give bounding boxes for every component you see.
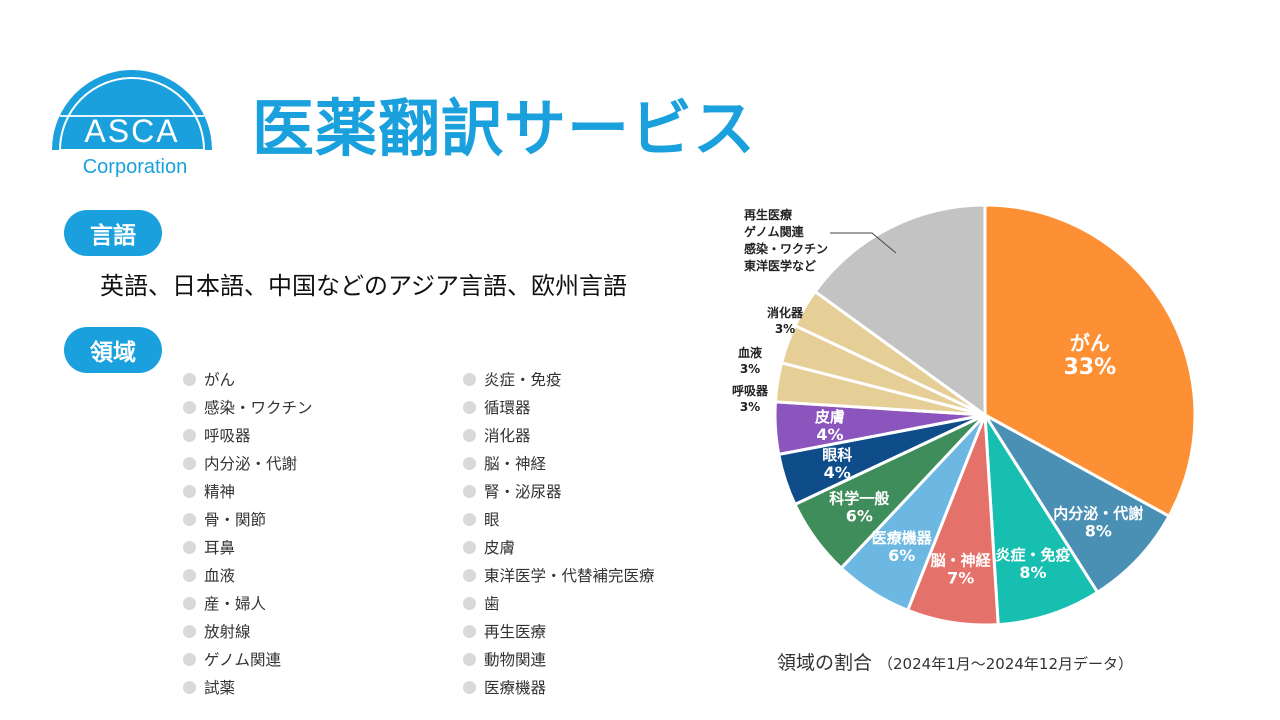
list-item: 東洋医学・代替補完医療 (463, 561, 655, 589)
list-item: がん (183, 365, 313, 393)
pie-slice-炎症・免疫 (983, 414, 1100, 627)
list-item: 試薬 (183, 673, 313, 701)
pie-slice-がん (983, 203, 1197, 519)
bullet-icon (183, 428, 196, 442)
slice-value-がん: 33% (1064, 355, 1117, 380)
slice-label-内分泌・代謝: 内分泌・代謝 (1053, 504, 1143, 522)
pie-chart: がん33%内分泌・代謝8%炎症・免疫8%脳・神経7%医療機器6%科学一般6%眼科… (732, 203, 1197, 627)
field-label: 領域 (64, 327, 162, 373)
list-item: 感染・ワクチン (183, 393, 313, 421)
list-item: 眼 (463, 505, 655, 533)
language-label: 言語 (64, 210, 162, 256)
list-item: 血液 (183, 561, 313, 589)
slice-label-炎症・免疫: 炎症・免疫 (996, 546, 1071, 564)
chart-caption-main: 領域の割合 (777, 652, 873, 674)
list-item: 医療機器 (463, 673, 655, 701)
logo-emblem: ASCA (52, 70, 212, 151)
bullet-icon (463, 428, 476, 442)
leader-line (830, 232, 897, 254)
slice-value-炎症・免疫: 8% (1019, 563, 1046, 582)
bullet-icon (183, 680, 196, 694)
list-item: 炎症・免疫 (463, 365, 655, 393)
slice-label-消化器: 消化器 (767, 305, 804, 320)
bullet-icon (463, 596, 476, 610)
slice-value-呼吸器: 3% (740, 400, 760, 414)
list-item: 呼吸器 (183, 421, 313, 449)
slice-label-医療機器: 医療機器 (872, 529, 933, 547)
list-item: 歯 (463, 589, 655, 617)
bullet-icon (463, 456, 476, 470)
pie-slice-内分泌・代謝 (983, 413, 1172, 595)
slice-label-other-0: 再生医療 (744, 207, 792, 222)
bullet-icon (463, 624, 476, 638)
field-list-column2: 炎症・免疫 循環器 消化器 脳・神経 腎・泌尿器 眼 皮膚 東洋医学・代替補完医… (463, 365, 655, 701)
bullet-icon (183, 652, 196, 666)
list-item: ゲノム関連 (183, 645, 313, 673)
chart-caption: 領域の割合 （2024年1月～2024年12月データ） (777, 648, 1133, 675)
slice-value-眼科: 4% (824, 463, 851, 482)
slice-label-呼吸器: 呼吸器 (732, 383, 769, 398)
bullet-icon (463, 400, 476, 414)
bullet-icon (183, 624, 196, 638)
bullet-icon (183, 512, 196, 526)
slice-value-血液: 3% (740, 362, 760, 376)
list-item: 再生医療 (463, 617, 655, 645)
slice-label-皮膚: 皮膚 (815, 408, 845, 426)
bullet-icon (463, 540, 476, 554)
pie-slice-再生医療 (813, 203, 987, 418)
list-item: 内分泌・代謝 (183, 449, 313, 477)
chart-caption-note: （2024年1月～2024年12月データ） (878, 655, 1133, 673)
list-item: 産・婦人 (183, 589, 313, 617)
slice-label-other-3: 東洋医学など (744, 258, 816, 273)
list-item: 放射線 (183, 617, 313, 645)
bullet-icon (463, 568, 476, 582)
bullet-icon (463, 372, 476, 386)
slice-value-科学一般: 6% (846, 506, 873, 525)
list-item: 循環器 (463, 393, 655, 421)
slice-label-眼科: 眼科 (822, 446, 852, 464)
bullet-icon (183, 456, 196, 470)
bullet-icon (183, 540, 196, 554)
logo-subtitle: Corporation (82, 156, 188, 178)
slice-value-内分泌・代謝: 8% (1085, 521, 1112, 540)
language-text: 英語、日本語、中国などのアジア言語、欧州言語 (100, 272, 628, 300)
list-item: 腎・泌尿器 (463, 477, 655, 505)
list-item: 脳・神経 (463, 449, 655, 477)
slice-value-消化器: 3% (775, 322, 795, 336)
field-list-column1: がん 感染・ワクチン 呼吸器 内分泌・代謝 精神 骨・関節 耳鼻 血液 産・婦人… (183, 365, 313, 701)
bullet-icon (183, 596, 196, 610)
bullet-icon (463, 484, 476, 498)
slice-label-科学一般: 科学一般 (829, 489, 889, 507)
bullet-icon (463, 512, 476, 526)
list-item: 骨・関節 (183, 505, 313, 533)
slice-value-皮膚: 4% (816, 425, 843, 444)
list-item: 動物関連 (463, 645, 655, 673)
slice-label-血液: 血液 (738, 345, 762, 360)
slice-label-other-2: 感染・ワクチン (744, 241, 828, 256)
list-item: 皮膚 (463, 533, 655, 561)
list-item: 消化器 (463, 421, 655, 449)
list-item: 精神 (183, 477, 313, 505)
slice-label-other-1: ゲノム関連 (744, 224, 805, 239)
bullet-icon (463, 680, 476, 694)
bullet-icon (183, 484, 196, 498)
slice-label-脳・神経: 脳・神経 (931, 551, 992, 569)
page-title: 医薬翻訳サービス (252, 92, 757, 165)
bullet-icon (183, 400, 196, 414)
asca-logo: ASCA Corporation (50, 50, 215, 185)
logo-text: ASCA (84, 113, 179, 149)
slice-value-脳・神経: 7% (947, 568, 974, 587)
list-item: 耳鼻 (183, 533, 313, 561)
bullet-icon (183, 568, 196, 582)
bullet-icon (183, 372, 196, 386)
slice-label-がん: がん (1070, 331, 1110, 355)
slice-value-医療機器: 6% (888, 546, 915, 565)
bullet-icon (463, 652, 476, 666)
